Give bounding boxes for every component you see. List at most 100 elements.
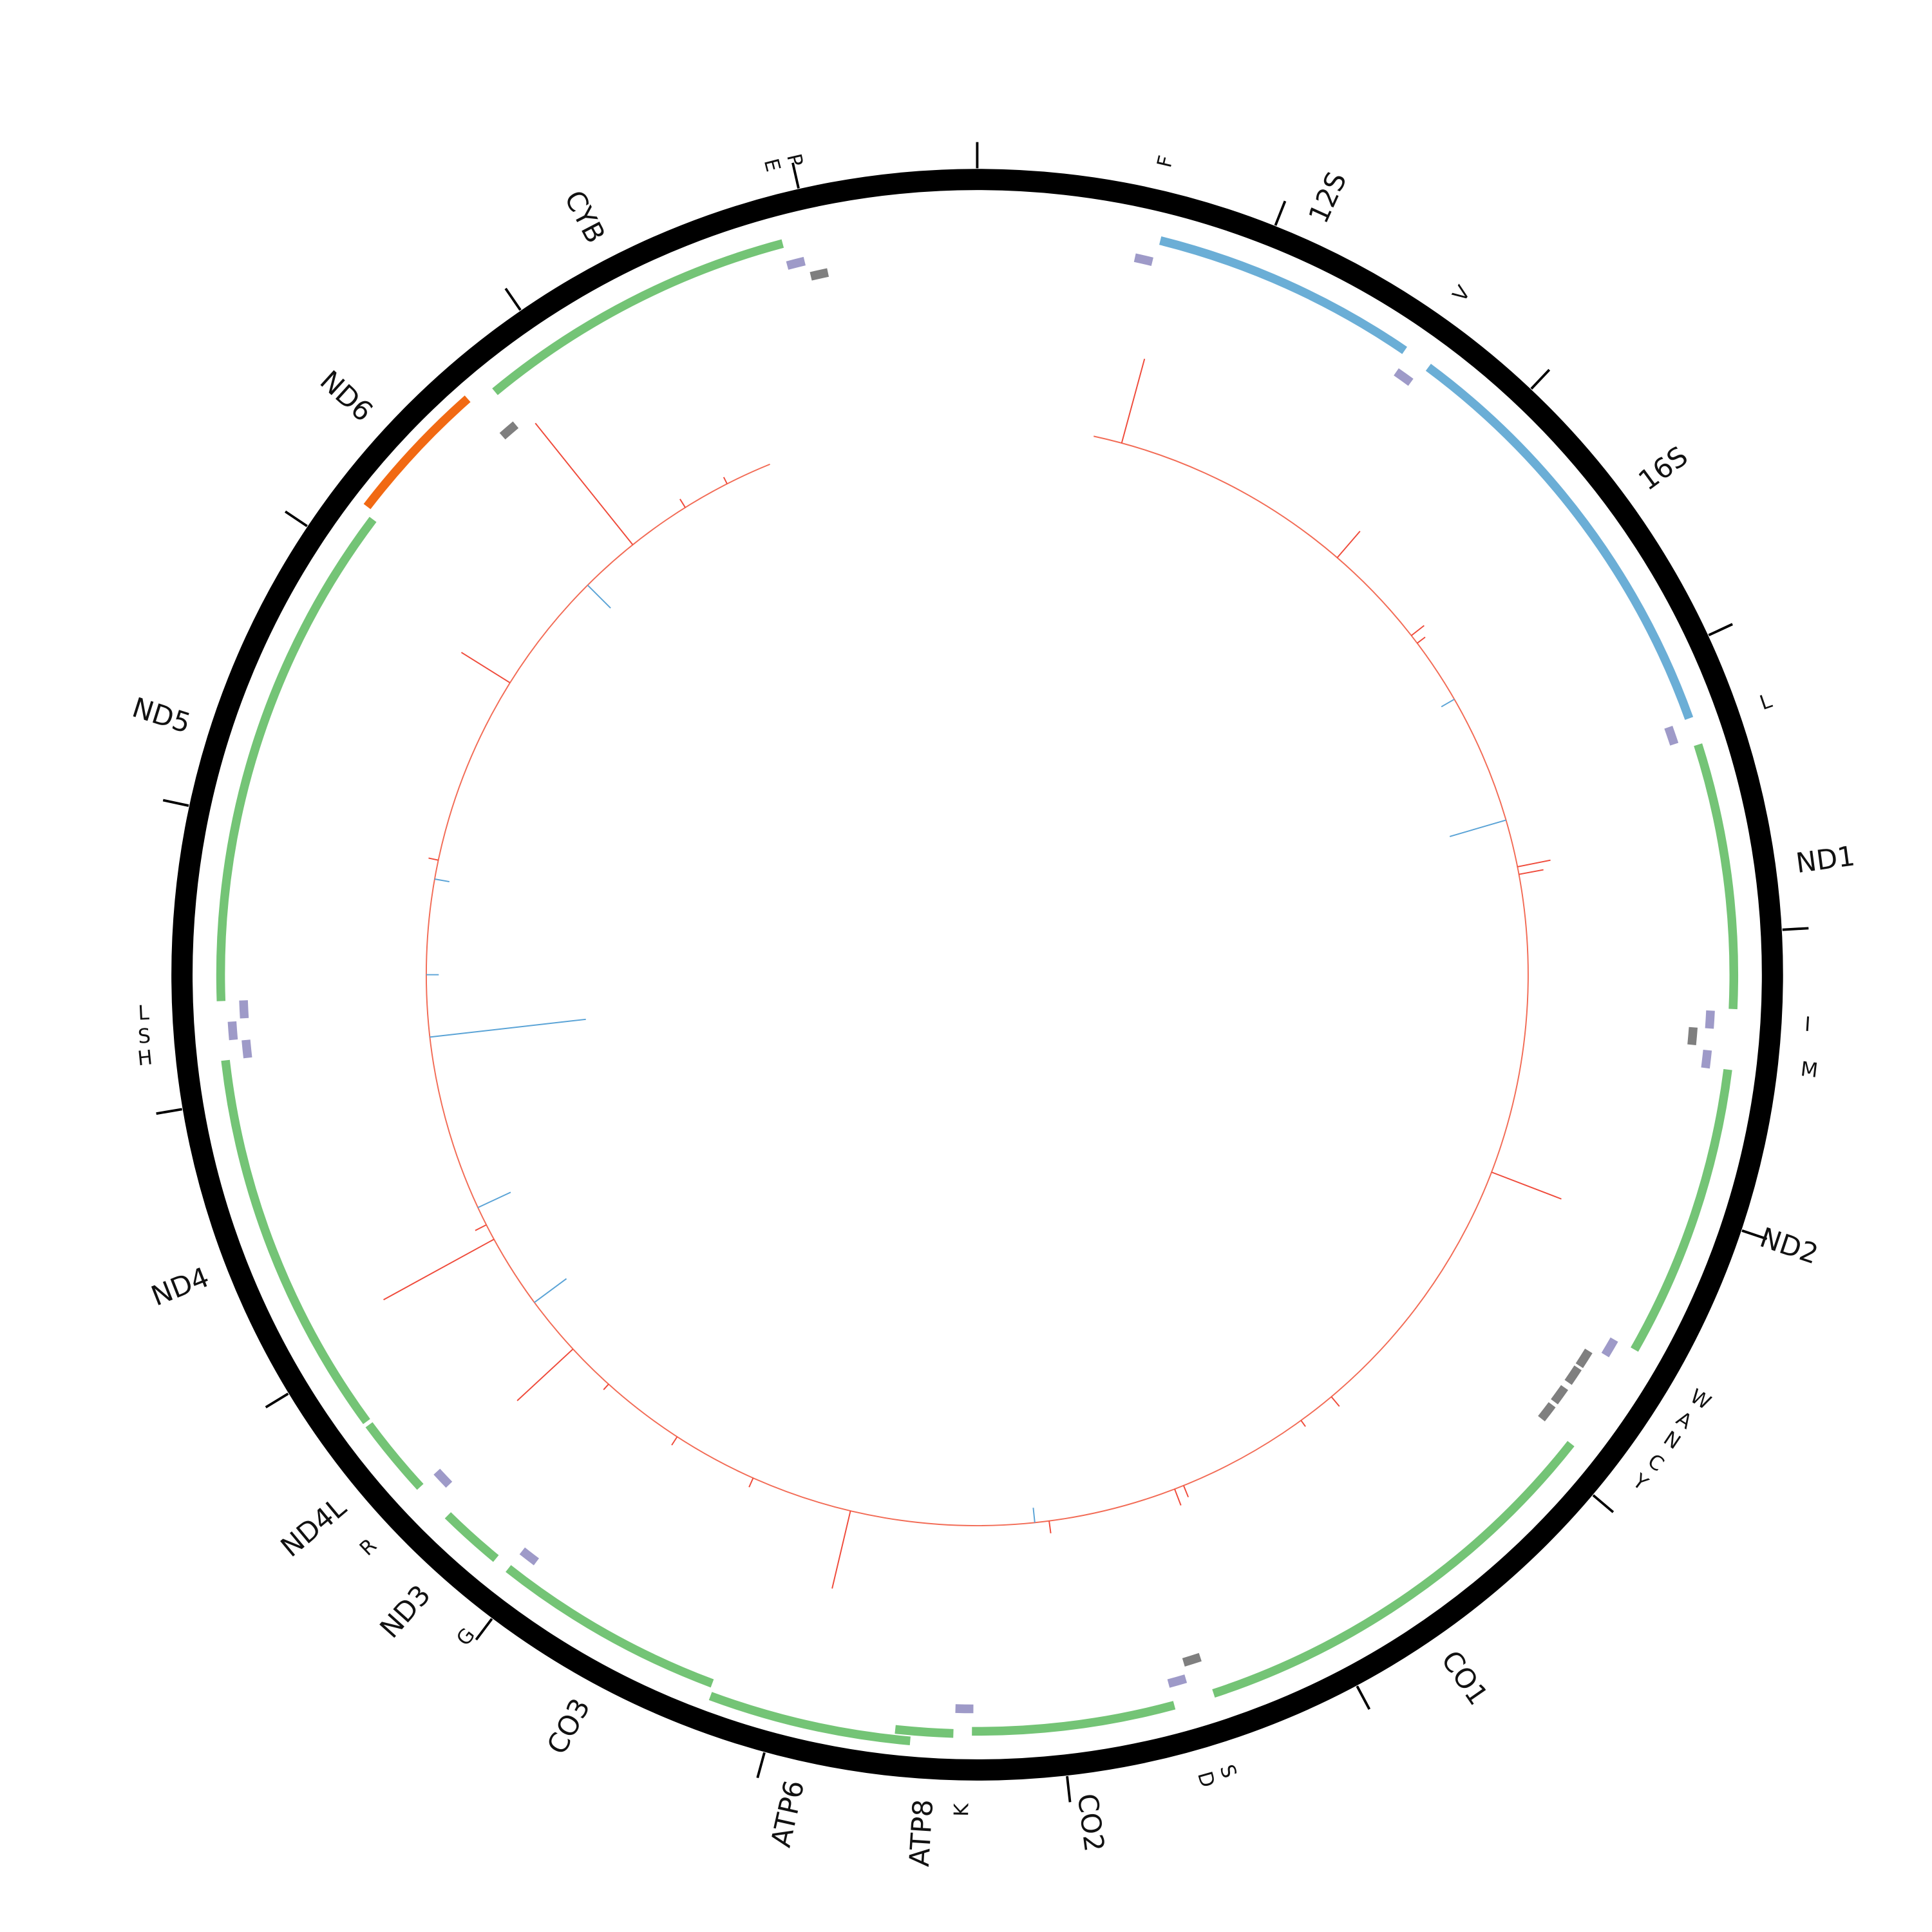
profile-spike xyxy=(535,422,634,545)
gene-arc xyxy=(365,1422,424,1490)
trna-label: Y xyxy=(1628,1469,1653,1495)
scale-tick xyxy=(1708,623,1733,637)
gene-label: ND1 xyxy=(1794,840,1857,880)
gene-arc xyxy=(506,1565,714,1688)
trna-label: V xyxy=(1448,281,1475,306)
trna-label: E xyxy=(759,156,785,175)
trna-mark xyxy=(242,1039,252,1059)
trna-mark xyxy=(499,421,519,440)
gene-arc xyxy=(492,239,784,395)
profile-spike xyxy=(1441,698,1455,708)
gene-arc xyxy=(1212,1441,1575,1698)
trna-mark xyxy=(786,256,806,270)
scale-tick xyxy=(1274,200,1287,226)
trna-mark xyxy=(519,1547,540,1566)
trna-label: L xyxy=(1757,689,1776,715)
scale-tick xyxy=(156,1108,183,1115)
gene-arc xyxy=(1159,236,1407,354)
trna-mark xyxy=(1538,1402,1556,1422)
trna-mark xyxy=(1394,368,1414,386)
gene-arc xyxy=(895,1725,954,1738)
gene-arc xyxy=(221,1059,370,1425)
scale-tick xyxy=(791,162,800,189)
trna-mark xyxy=(239,1000,249,1019)
gene-label: ND3 xyxy=(374,1579,437,1645)
scale-tick xyxy=(1066,1776,1072,1803)
scale-tick xyxy=(265,1392,289,1408)
trna-mark xyxy=(433,1468,453,1488)
gene-arc xyxy=(444,1512,499,1562)
profile-spike xyxy=(534,1278,567,1303)
profile-spike xyxy=(831,1510,851,1589)
profile-spike xyxy=(1300,1420,1306,1427)
scale-tick xyxy=(162,799,189,807)
gene-label: CYB xyxy=(558,185,611,249)
scale-tick xyxy=(1782,927,1809,931)
genome-ring xyxy=(171,169,1783,1781)
scale-tick xyxy=(475,1618,493,1641)
scale-tick xyxy=(1741,1229,1768,1240)
profile-spike xyxy=(1032,1508,1036,1523)
profile-spike xyxy=(587,584,611,609)
scale-tick xyxy=(1530,368,1551,390)
profile-spike xyxy=(1491,1171,1562,1200)
gene-arc xyxy=(708,1692,911,1745)
profile-spike xyxy=(748,1477,754,1488)
scale-tick xyxy=(1592,1494,1615,1513)
trna-label: G xyxy=(452,1624,480,1650)
gene-label: ND2 xyxy=(1756,1222,1822,1271)
trna-mark xyxy=(1687,1027,1698,1046)
trna-label: S xyxy=(1215,1762,1241,1781)
trna-label: P xyxy=(782,151,807,168)
scale-tick xyxy=(504,287,522,311)
trna-label: M xyxy=(1799,1057,1819,1083)
gene-arc xyxy=(1631,1068,1732,1352)
trna-mark xyxy=(1551,1385,1569,1405)
profile-spike xyxy=(1121,358,1146,444)
profile-spike xyxy=(603,1383,609,1390)
profile-spike xyxy=(1182,1485,1189,1498)
trna-label: R xyxy=(355,1534,381,1560)
scale-tick xyxy=(284,510,308,527)
trna-label: I xyxy=(1804,1013,1811,1036)
profile-spike xyxy=(1048,1520,1052,1534)
profile-spike xyxy=(477,1191,511,1208)
gene-label: 16S xyxy=(1633,440,1694,497)
profile-spike xyxy=(679,498,686,508)
gene-label: CO1 xyxy=(1435,1645,1494,1711)
scale-tick xyxy=(1356,1685,1371,1710)
trna-label: H xyxy=(137,1046,154,1070)
trna-label: K xyxy=(950,1803,973,1817)
trna-mark xyxy=(1182,1653,1202,1667)
gene-arc xyxy=(216,516,377,1001)
profile-spike xyxy=(723,477,728,484)
trna-label: L xyxy=(138,1001,151,1025)
profile-circle xyxy=(425,435,1529,1526)
trna-label: D xyxy=(1193,1769,1219,1790)
trna-label: S xyxy=(137,1025,151,1048)
trna-mark xyxy=(1564,1365,1582,1385)
gene-label: ND4L xyxy=(275,1491,353,1564)
scale-tick xyxy=(756,1752,766,1779)
gene-arc xyxy=(363,395,471,509)
profile-spike xyxy=(383,1238,495,1301)
gene-arc xyxy=(972,1701,1176,1736)
profile-spike xyxy=(1174,1488,1182,1506)
profile-spike xyxy=(671,1436,678,1446)
gene-arc xyxy=(1425,363,1694,720)
gene-arc xyxy=(1694,743,1739,1010)
profile-spike xyxy=(475,1224,487,1231)
gene-label: ND6 xyxy=(314,365,379,428)
profile-spike xyxy=(1331,1396,1340,1407)
gene-label: 12S xyxy=(1302,167,1353,229)
profile-spike xyxy=(1336,531,1361,558)
profile-spike xyxy=(428,857,439,861)
trna-mark xyxy=(1701,1050,1712,1069)
profile-spike xyxy=(434,878,450,882)
trna-mark xyxy=(1133,253,1153,267)
trna-mark xyxy=(227,1021,238,1041)
trna-mark xyxy=(810,268,829,281)
profile-spike xyxy=(1410,625,1425,636)
profile-spike xyxy=(1449,819,1506,837)
